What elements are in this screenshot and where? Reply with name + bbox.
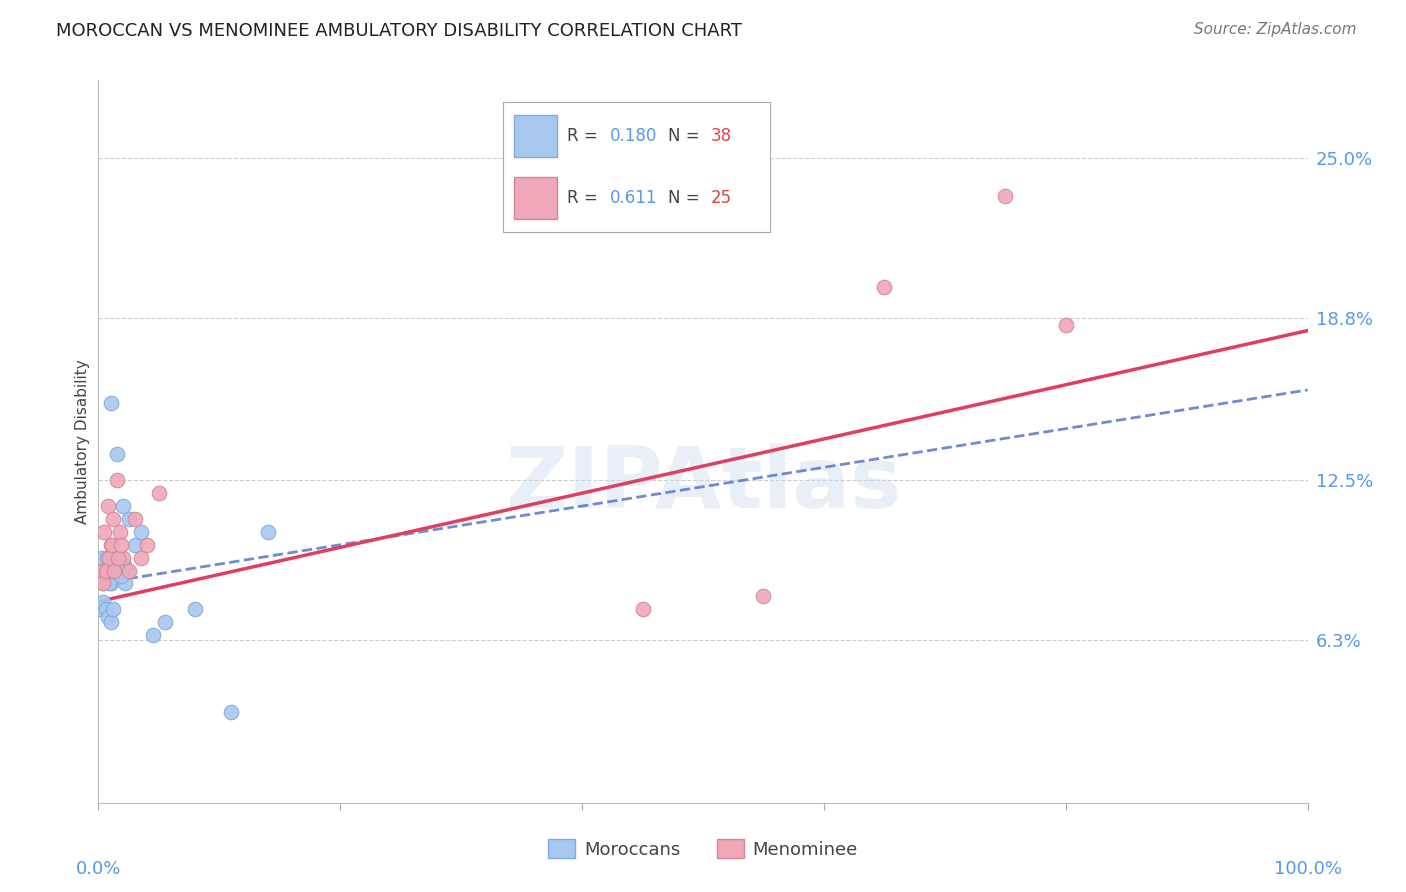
Point (118, 512, 141, 526)
Point (94, 602, 117, 616)
Y-axis label: Ambulatory Disability: Ambulatory Disability (75, 359, 90, 524)
Point (101, 558, 124, 573)
Point (100, 564, 122, 578)
Point (129, 550, 152, 565)
Point (114, 576, 136, 591)
Legend: Moroccans, Menominee: Moroccans, Menominee (541, 832, 865, 866)
Point (153, 615, 176, 630)
Point (103, 564, 125, 578)
Point (135, 538, 157, 552)
Point (142, 628, 165, 642)
Point (117, 564, 139, 578)
Point (105, 447, 128, 461)
Point (873, 279, 896, 293)
Point (124, 512, 146, 526)
Text: Source: ZipAtlas.com: Source: ZipAtlas.com (1194, 22, 1357, 37)
Point (221, 706, 243, 720)
Point (124, 538, 146, 552)
Point (97, 610, 120, 624)
Point (100, 615, 122, 630)
Point (101, 512, 124, 526)
Point (107, 550, 129, 565)
Point (100, 538, 122, 552)
Point (104, 564, 127, 578)
Point (111, 558, 134, 573)
Point (994, 189, 1017, 203)
Point (105, 550, 128, 565)
Point (108, 524, 131, 539)
Point (256, 524, 278, 539)
Point (111, 499, 134, 513)
Point (108, 564, 131, 578)
Point (148, 486, 170, 500)
Point (129, 524, 152, 539)
Point (103, 568, 125, 582)
Point (184, 602, 207, 616)
Text: 100.0%: 100.0% (1274, 860, 1341, 878)
Point (97, 564, 120, 578)
Point (118, 564, 141, 578)
Point (110, 568, 132, 582)
Point (94, 564, 117, 578)
Text: MOROCCAN VS MENOMINEE AMBULATORY DISABILITY CORRELATION CHART: MOROCCAN VS MENOMINEE AMBULATORY DISABIL… (56, 22, 742, 40)
Text: 0.0%: 0.0% (76, 860, 121, 878)
Point (112, 558, 135, 573)
Point (91, 564, 114, 578)
Point (98, 576, 121, 591)
Point (98, 550, 121, 565)
Point (107, 550, 129, 565)
Point (94, 568, 117, 582)
Point (101, 602, 124, 616)
Point (111, 550, 134, 565)
Point (100, 538, 122, 552)
Point (91, 576, 114, 591)
Point (631, 602, 654, 616)
Point (100, 396, 122, 410)
Point (108, 564, 131, 578)
Point (90, 602, 112, 616)
Text: ZIPAtlas: ZIPAtlas (505, 443, 901, 526)
Point (96, 550, 118, 565)
Point (91, 550, 114, 565)
Point (97, 499, 120, 513)
Point (110, 538, 132, 552)
Point (1054, 318, 1077, 333)
Point (100, 576, 122, 591)
Point (752, 590, 775, 604)
Point (93, 564, 115, 578)
Point (91, 594, 114, 608)
Point (91, 576, 114, 591)
Point (93, 524, 115, 539)
Point (105, 473, 128, 487)
